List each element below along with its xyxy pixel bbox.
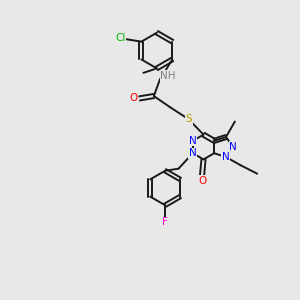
Text: O: O <box>198 176 206 186</box>
Text: N: N <box>222 152 230 162</box>
Text: NH: NH <box>160 71 176 81</box>
Text: N: N <box>189 148 197 158</box>
Text: F: F <box>162 218 168 227</box>
Text: N: N <box>189 136 197 146</box>
Text: O: O <box>129 93 137 103</box>
Text: Cl: Cl <box>116 33 126 43</box>
Text: S: S <box>185 114 192 124</box>
Text: N: N <box>230 142 237 152</box>
